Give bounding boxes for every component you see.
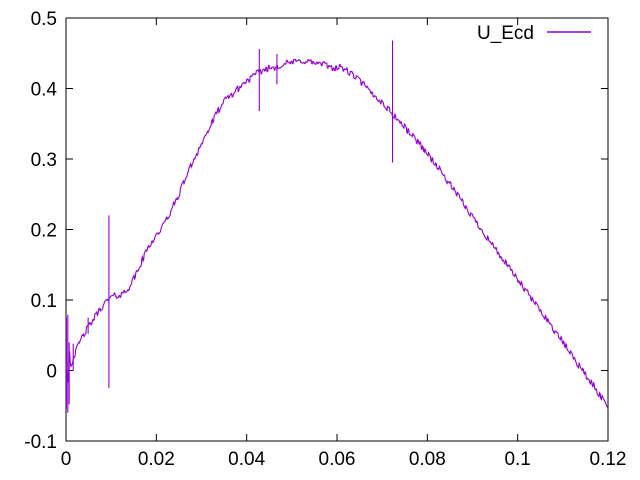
y-tick-label: 0.3 <box>31 150 57 171</box>
y-tick-label: 0.1 <box>31 291 57 312</box>
series-line <box>65 58 609 410</box>
x-tick-label: 0.08 <box>409 449 446 470</box>
y-tick-label: 0 <box>46 362 57 383</box>
x-tick-label: 0.04 <box>228 449 265 470</box>
x-tick-label: 0.06 <box>319 449 356 470</box>
y-tick-label: 0.4 <box>31 80 58 101</box>
legend-label: U_Ecd <box>477 23 534 44</box>
y-tick-label: 0.2 <box>31 221 57 242</box>
plot-border <box>65 17 609 442</box>
x-tick-label: 0 <box>61 449 72 470</box>
x-tick-label: 0.1 <box>504 449 530 470</box>
x-tick-label: 0.02 <box>138 449 175 470</box>
y-tick-label: 0.5 <box>31 9 57 30</box>
x-tick-label: 0.12 <box>590 449 627 470</box>
y-tick-label: -0.1 <box>24 432 57 453</box>
